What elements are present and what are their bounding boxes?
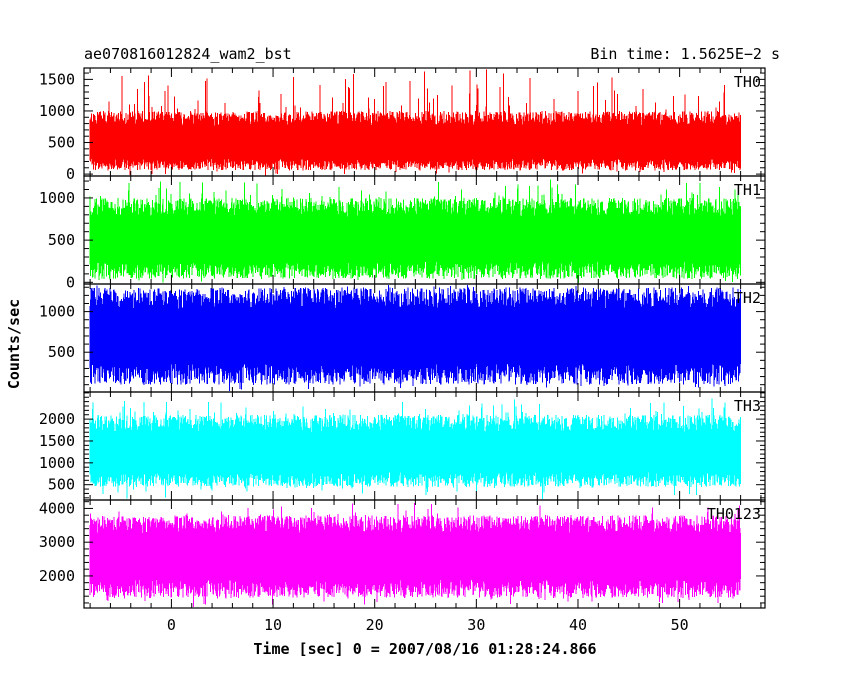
y-tick-label: 1000 [39, 303, 75, 321]
x-axis-title: Time [sec] 0 = 2007/08/16 01:28:24.866 [253, 640, 596, 658]
series-th1 [89, 179, 742, 284]
panel-label: TH3 [734, 397, 761, 415]
panel-th0: 0 500 1000 1500 TH0 [39, 67, 766, 183]
series-th3 [89, 398, 742, 499]
y-tick-label: 2000 [39, 410, 75, 428]
y-tick-label: 4000 [39, 499, 75, 517]
series-th2 [89, 285, 742, 391]
panel-th2: 500 1000 TH2 [39, 283, 766, 393]
x-tick-label: 50 [671, 616, 689, 634]
x-tick-label: 20 [366, 616, 384, 634]
y-tick-label: 500 [48, 476, 75, 494]
y-tick-label: 1000 [39, 102, 75, 120]
panels: 0 500 1000 1500 TH0 0 500 1000 TH1 500 1000 TH2 500 1… [39, 67, 766, 609]
x-tick-label: 30 [467, 616, 485, 634]
y-tick-label: 500 [48, 231, 75, 249]
panel-th3: 500 1000 1500 2000 TH3 [39, 391, 766, 501]
plot-title: ae070816012824_wam2_bst [84, 45, 292, 63]
y-tick-label: 3000 [39, 533, 75, 551]
x-tick-label: 0 [167, 616, 176, 634]
y-tick-label: 1500 [39, 432, 75, 450]
y-tick-label: 1000 [39, 454, 75, 472]
panel-label: TH0 [734, 73, 761, 91]
x-tick-label: 10 [264, 616, 282, 634]
y-tick-label: 500 [48, 134, 75, 152]
y-tick-label: 2000 [39, 567, 75, 585]
bin-time-label: Bin time: 1.5625E−2 s [590, 45, 780, 63]
y-tick-label: 0 [66, 273, 75, 291]
y-tick-label: 1000 [39, 189, 75, 207]
y-axis-title: Counts/sec [5, 299, 23, 389]
y-tick-label: 500 [48, 343, 75, 361]
panel-label: TH0123 [707, 505, 761, 523]
panel-th1: 0 500 1000 TH1 [39, 175, 766, 291]
y-tick-label: 0 [66, 165, 75, 183]
panel-th0123: 2000 3000 4000 TH0123 [39, 499, 766, 609]
series-th0123 [89, 503, 742, 607]
panel-label: TH2 [734, 289, 761, 307]
panel-label: TH1 [734, 181, 761, 199]
x-axis-tick-labels: 0 10 20 30 40 50 [167, 616, 689, 634]
series-th0 [89, 69, 742, 176]
y-tick-label: 1500 [39, 70, 75, 88]
panel-frame [83, 499, 766, 609]
x-tick-label: 40 [569, 616, 587, 634]
